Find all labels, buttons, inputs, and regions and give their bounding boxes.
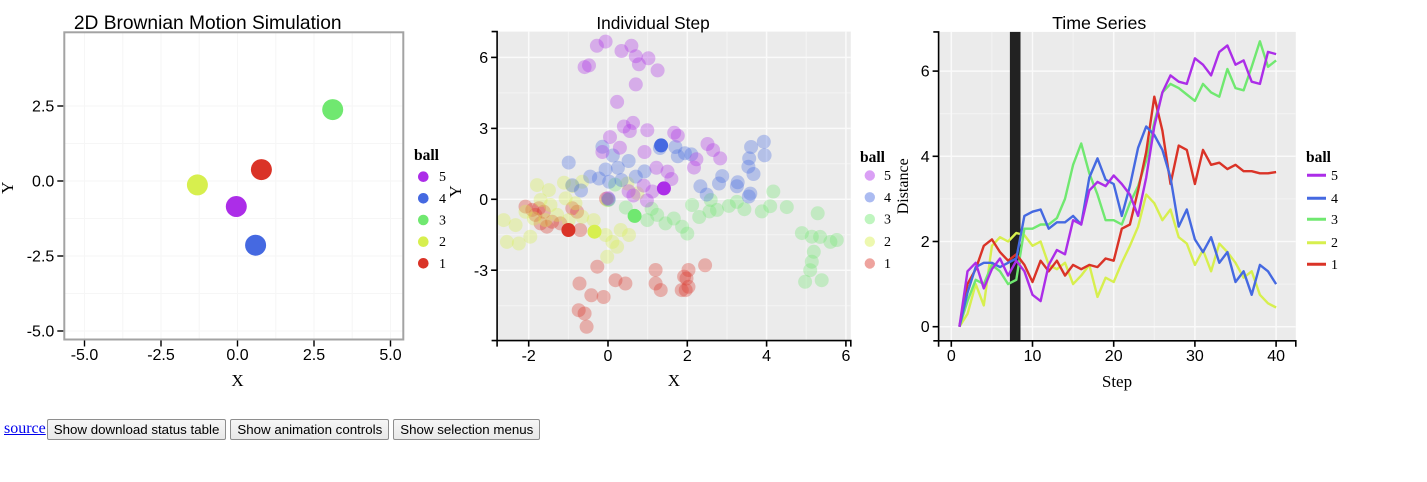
- svg-text:0.0: 0.0: [32, 174, 54, 191]
- svg-text:2: 2: [884, 235, 891, 250]
- svg-text:-2.5: -2.5: [147, 347, 175, 364]
- svg-text:0: 0: [921, 319, 930, 336]
- svg-text:Y: Y: [446, 185, 465, 197]
- svg-text:Y: Y: [0, 182, 17, 194]
- svg-text:-5.0: -5.0: [27, 324, 55, 341]
- svg-text:6: 6: [921, 64, 930, 81]
- svg-text:Distance: Distance: [895, 158, 912, 214]
- svg-text:30: 30: [1186, 348, 1204, 365]
- svg-text:1: 1: [439, 257, 446, 272]
- svg-text:2: 2: [921, 234, 930, 251]
- svg-text:0: 0: [604, 348, 613, 365]
- svg-text:2.5: 2.5: [303, 347, 325, 364]
- svg-text:-2.5: -2.5: [27, 249, 55, 266]
- svg-text:6: 6: [479, 50, 488, 67]
- svg-text:2.5: 2.5: [32, 99, 54, 116]
- svg-text:Individual Step: Individual Step: [596, 13, 709, 33]
- svg-text:5: 5: [439, 170, 446, 185]
- svg-text:Step: Step: [1102, 372, 1132, 391]
- svg-text:0.0: 0.0: [226, 347, 248, 364]
- svg-text:X: X: [668, 371, 680, 390]
- svg-text:1: 1: [884, 257, 891, 272]
- svg-text:2D Brownian Motion Simulation: 2D Brownian Motion Simulation: [74, 13, 342, 34]
- svg-text:4: 4: [439, 192, 446, 207]
- svg-text:0: 0: [947, 348, 956, 365]
- svg-text:-2: -2: [522, 348, 536, 365]
- svg-text:ball: ball: [414, 147, 440, 164]
- svg-text:40: 40: [1267, 348, 1285, 365]
- svg-text:ball: ball: [860, 149, 886, 166]
- svg-text:4: 4: [762, 348, 771, 365]
- svg-text:5: 5: [884, 169, 891, 184]
- svg-text:X: X: [231, 371, 243, 390]
- svg-text:10: 10: [1024, 348, 1042, 365]
- svg-text:2: 2: [683, 348, 692, 365]
- svg-text:1: 1: [1331, 258, 1338, 273]
- svg-text:3: 3: [439, 214, 446, 229]
- svg-text:3: 3: [1331, 213, 1338, 228]
- svg-text:ball: ball: [1306, 149, 1332, 166]
- svg-text:0: 0: [479, 192, 488, 209]
- svg-text:4: 4: [884, 191, 891, 206]
- svg-text:2: 2: [1331, 236, 1338, 251]
- svg-text:6: 6: [841, 348, 850, 365]
- svg-text:2: 2: [439, 235, 446, 250]
- svg-text:3: 3: [884, 213, 891, 228]
- svg-text:4: 4: [1331, 192, 1338, 207]
- svg-text:Time Series: Time Series: [1052, 13, 1146, 33]
- svg-text:-3: -3: [474, 263, 488, 280]
- svg-text:5.0: 5.0: [379, 347, 401, 364]
- svg-text:5: 5: [1331, 169, 1338, 184]
- svg-text:-5.0: -5.0: [71, 347, 99, 364]
- svg-text:20: 20: [1105, 348, 1123, 365]
- svg-text:3: 3: [479, 121, 488, 138]
- svg-text:4: 4: [921, 149, 930, 166]
